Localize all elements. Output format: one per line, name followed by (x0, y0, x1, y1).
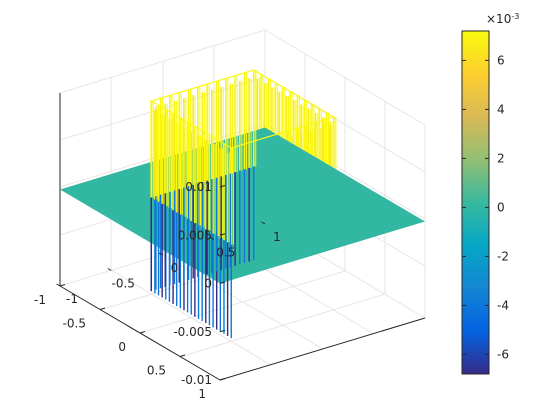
x-axis-ticks: -1 -0.5 0 0.5 1 (56, 221, 281, 306)
x-tick-mark (261, 221, 266, 225)
y-tick-mark (219, 378, 226, 381)
z-tick-label: -0.005 (173, 325, 212, 339)
colorbar-gradient (461, 30, 490, 375)
colorbar-tick-label: 2 (497, 151, 505, 165)
colorbar-tick-label: -2 (497, 249, 509, 263)
x-tick-label: -1 (66, 292, 78, 306)
z-tick-label: -0.01 (181, 373, 212, 387)
z-tick-mark (219, 233, 226, 236)
colorbar-exponent: ×10-3 (486, 12, 519, 26)
x-tick-mark (56, 283, 61, 287)
y-tick-label: 0 (118, 340, 126, 354)
surface-rim (149, 69, 336, 149)
colorbar-tick-label: -6 (497, 347, 509, 361)
z-tick-label: 0.01 (185, 180, 212, 194)
colorbar: ×10-3 (461, 12, 519, 375)
x-tick-label: 1 (273, 230, 281, 244)
surface-front-layer (149, 69, 336, 339)
y-tick-label: 1 (198, 387, 206, 401)
z-axis-ticks: 0.01 0.005 0 -0.005 -0.01 (173, 180, 226, 387)
y-tick-mark (59, 284, 66, 287)
y-tick-mark (139, 331, 146, 334)
x-tick-label: -0.5 (112, 277, 135, 291)
x-tick-mark (158, 252, 163, 256)
y-axis-ticks: 1 0.5 0 -0.5 -1 (34, 284, 226, 401)
y-tick-label: 0.5 (147, 364, 166, 378)
z-tick-mark (219, 329, 226, 333)
colorbar-tick-label: 0 (497, 200, 505, 214)
z-tick-mark (219, 185, 226, 188)
z-tick-label: 0 (204, 277, 212, 291)
colorbar-tick-label: -4 (497, 298, 509, 312)
x-tick-mark (107, 268, 112, 271)
y-tick-label: -1 (34, 293, 46, 307)
surface-plane (60, 127, 425, 284)
x-tick-mark (210, 237, 214, 240)
z-tick-mark (219, 281, 226, 284)
x-tick-label: 0.5 (216, 246, 235, 260)
colorbar-tick-label: 4 (497, 102, 505, 116)
y-tick-mark (179, 354, 186, 357)
z-tick-label: 0.005 (178, 228, 212, 242)
y-tick-label: -0.5 (63, 317, 86, 331)
colorbar-ticks: 6 4 2 0 -2 -4 -6 (462, 53, 509, 361)
surface-plane-layer (60, 127, 425, 284)
colorbar-tick-label: 6 (497, 53, 505, 67)
y-tick-mark (99, 307, 106, 310)
x-tick-label: 0 (171, 261, 179, 275)
